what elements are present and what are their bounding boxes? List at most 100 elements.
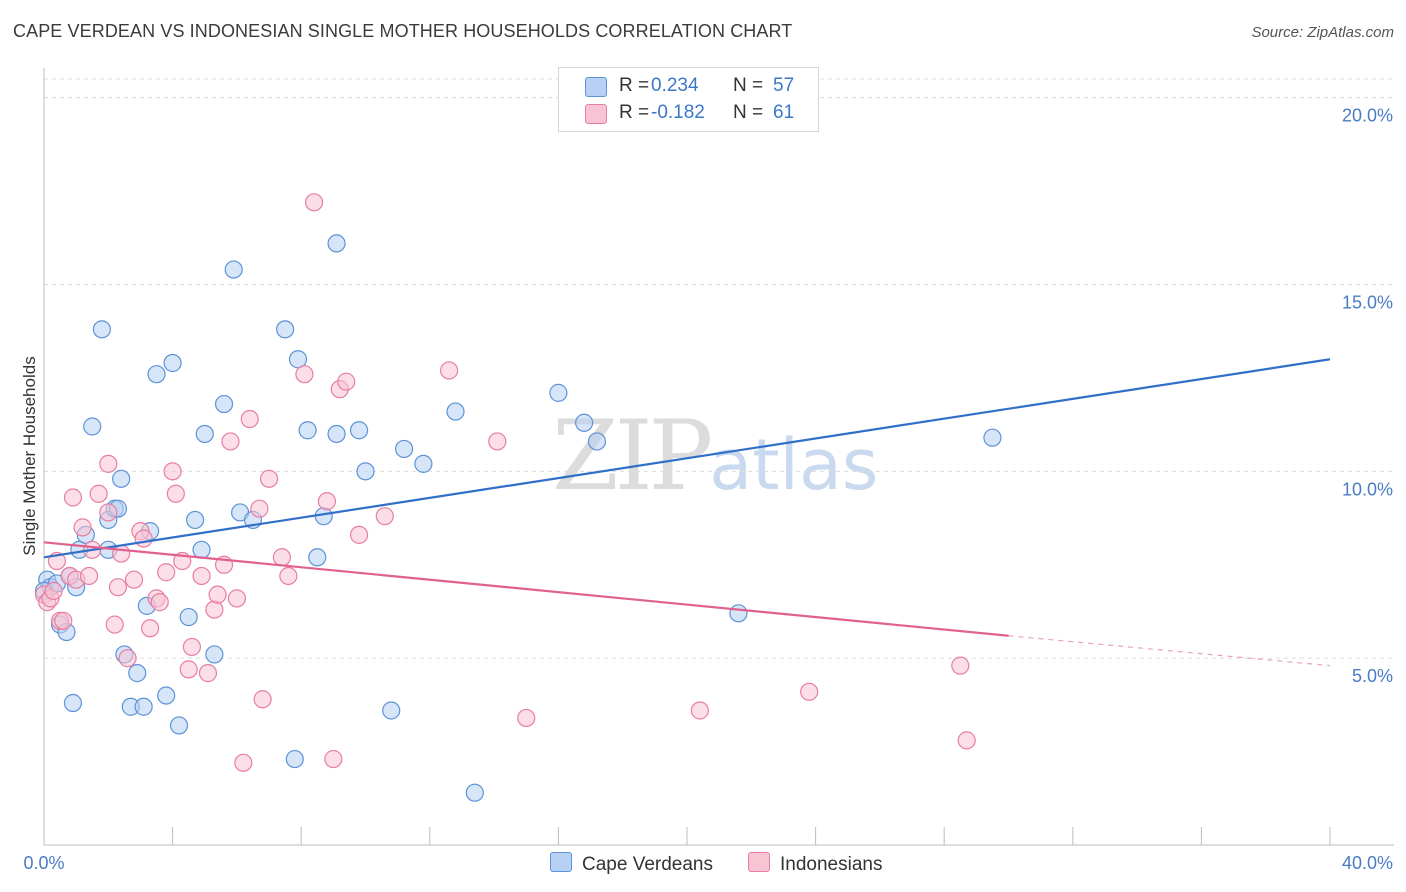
cape-verdean-point [414, 454, 433, 473]
indonesian-point [951, 656, 970, 675]
indonesian-point [108, 578, 128, 597]
indonesian-point [279, 566, 298, 586]
indonesian-trend-line [43, 541, 1009, 637]
indonesian-point [227, 589, 246, 608]
indonesian-point [99, 454, 118, 473]
indonesian-point [166, 484, 185, 503]
indonesian-point [304, 193, 324, 212]
indonesian-point [517, 708, 536, 728]
cape-verdean-point [163, 353, 182, 373]
cape-verdean-point [192, 540, 211, 559]
legend-n-label: N = [733, 75, 764, 96]
cape-verdean-point [63, 693, 83, 713]
indonesian-point [163, 462, 182, 481]
cape-verdean-point [214, 394, 234, 414]
indonesian-point [690, 701, 709, 720]
cape-verdean-point [92, 320, 111, 339]
cape-verdean-point [169, 716, 189, 735]
indonesian-point [317, 492, 337, 511]
indonesian-point [192, 566, 211, 586]
legend: R = 0.234 N = 57 R = -0.182 N = 61 [558, 67, 819, 132]
indonesian-point [54, 611, 73, 630]
indonesian-point [488, 432, 507, 451]
indonesian-point [253, 690, 272, 709]
indonesian-point [73, 518, 92, 537]
indonesian-point [182, 637, 201, 657]
indonesian-point [150, 593, 169, 612]
legend-r-value: -0.182 [651, 102, 705, 123]
x-tick-label-min: 0.0% [23, 853, 64, 873]
cape-verdean-point [356, 462, 375, 481]
y-tick-label: 10.0% [1342, 479, 1393, 499]
indonesian-point [198, 664, 218, 683]
indonesian-point [118, 649, 137, 668]
y-tick-label: 15.0% [1342, 293, 1393, 313]
legend-r-label: R = [619, 102, 650, 123]
indonesian-point [375, 507, 394, 526]
indonesian-trend-line-extension [1008, 635, 1331, 667]
indonesian-point [259, 469, 279, 488]
indonesian-point [105, 615, 124, 634]
legend-swatch-pink [585, 104, 607, 124]
cape-verdean-point [729, 604, 748, 623]
legend-swatch-blue [585, 77, 607, 97]
cape-verdean-point [349, 421, 369, 440]
cape-verdean-point [224, 260, 243, 279]
cape-verdean-point [465, 783, 484, 802]
cape-verdean-point [308, 548, 327, 567]
indonesian-point [205, 600, 224, 619]
chart-title: CAPE VERDEAN VS INDONESIAN SINGLE MOTHER… [13, 21, 793, 41]
cape-verdean-point [575, 413, 594, 432]
cape-verdean-point [186, 510, 205, 530]
indonesian-point [79, 566, 99, 586]
indonesian-point [221, 432, 240, 451]
indonesian-point [134, 529, 153, 548]
cape-verdean-point [112, 469, 131, 488]
indonesian-point [800, 682, 819, 701]
indonesian-point [957, 731, 976, 750]
bottom-legend-swatch-pink [748, 852, 770, 872]
indonesian-point [240, 409, 259, 429]
cape-verdean-point [587, 432, 607, 451]
indonesian-point [140, 619, 160, 638]
x-tick-label-max: 40.0% [1342, 853, 1393, 873]
cape-verdean-point [285, 749, 304, 769]
indonesian-point [63, 488, 83, 507]
bottom-legend-cape-verdeans: Cape Verdeans [550, 852, 713, 876]
indonesian-point [179, 660, 198, 679]
bottom-legend-swatch-blue [550, 852, 572, 872]
indonesian-point [324, 749, 343, 769]
watermark-atlas: atlas [709, 424, 879, 506]
indonesian-point [99, 503, 118, 522]
indonesian-point [349, 525, 369, 544]
cape-verdean-point [327, 234, 346, 253]
cape-verdean-point [179, 607, 198, 627]
cape-verdean-point [549, 383, 568, 402]
y-tick-label: 5.0% [1352, 666, 1393, 686]
legend-r-value: 0.234 [651, 75, 699, 96]
legend-n-value: 61 [773, 102, 795, 123]
legend-n-label: N = [733, 102, 764, 123]
bottom-legend-label: Indonesians [780, 854, 883, 875]
indonesian-point [89, 484, 108, 503]
indonesian-point [250, 499, 269, 518]
cape-verdean-point [288, 350, 308, 369]
indonesian-point [295, 365, 314, 384]
watermark: ZIPatlas [552, 400, 878, 512]
indonesian-point [337, 372, 356, 391]
bottom-legend-indonesians: Indonesians [748, 852, 882, 876]
legend-r-label: R = [619, 75, 650, 96]
indonesian-point [124, 570, 144, 589]
cape-verdean-point [446, 402, 465, 421]
cape-verdean-point [147, 365, 166, 384]
cape-verdean-point [128, 664, 147, 683]
cape-verdean-point [382, 701, 401, 720]
legend-n-value: 57 [773, 75, 795, 96]
indonesian-point [44, 581, 63, 601]
cape-verdean-point [983, 428, 1002, 447]
cape-verdean-point [157, 686, 176, 705]
indonesian-point [157, 563, 176, 582]
indonesian-point [234, 753, 253, 772]
cape-verdean-point [205, 645, 224, 664]
